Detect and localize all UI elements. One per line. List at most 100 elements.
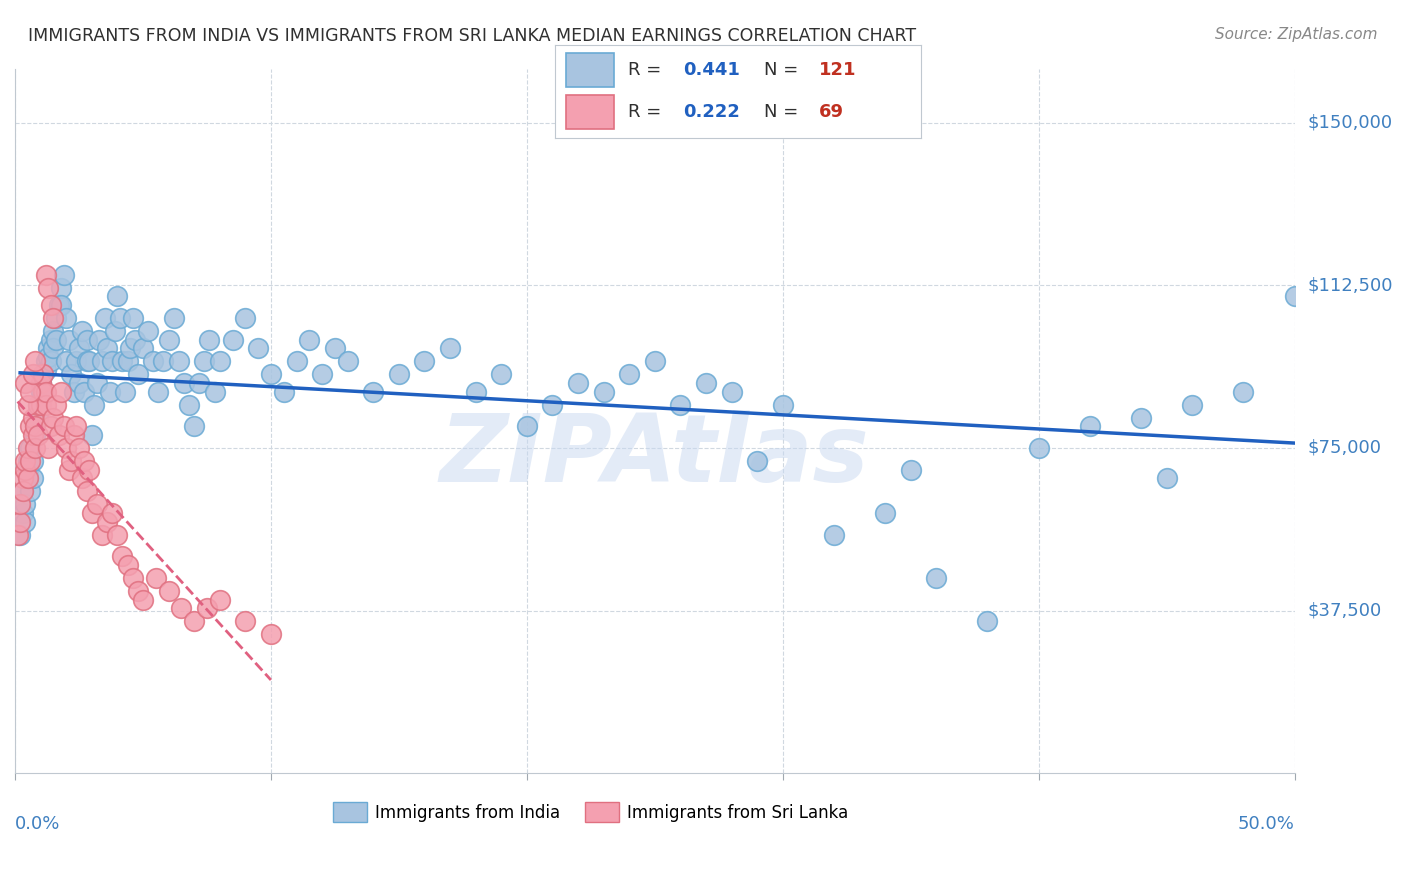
Point xyxy=(58,463,80,477)
Point xyxy=(875,506,897,520)
Point xyxy=(117,558,139,572)
Point xyxy=(67,376,90,390)
Point xyxy=(77,354,100,368)
Point xyxy=(361,384,384,399)
Point xyxy=(193,354,215,368)
Point xyxy=(52,268,75,282)
Point xyxy=(76,354,98,368)
Point xyxy=(8,497,31,511)
Point xyxy=(1028,441,1050,455)
Point xyxy=(669,398,692,412)
Point xyxy=(86,497,108,511)
Point xyxy=(39,419,62,434)
Point xyxy=(14,497,37,511)
Point xyxy=(273,384,295,399)
Text: Source: ZipAtlas.com: Source: ZipAtlas.com xyxy=(1215,27,1378,42)
Point xyxy=(27,428,49,442)
Point xyxy=(70,471,93,485)
Point xyxy=(17,398,39,412)
Point xyxy=(188,376,211,390)
Point xyxy=(823,527,845,541)
Point xyxy=(925,571,948,585)
Text: $75,000: $75,000 xyxy=(1308,439,1382,457)
Point xyxy=(132,592,155,607)
Point xyxy=(323,341,346,355)
Point xyxy=(24,428,46,442)
Point xyxy=(67,441,90,455)
Point xyxy=(1156,471,1178,485)
Point xyxy=(11,484,34,499)
Point xyxy=(55,310,77,325)
Point xyxy=(167,354,190,368)
Point xyxy=(20,419,42,434)
Point xyxy=(204,384,226,399)
Point xyxy=(491,368,513,382)
Point xyxy=(121,310,143,325)
Point xyxy=(1232,384,1254,399)
Point xyxy=(111,354,134,368)
Point xyxy=(17,454,39,468)
Point xyxy=(14,463,37,477)
Point xyxy=(1130,410,1153,425)
Point xyxy=(298,333,321,347)
Point xyxy=(152,354,174,368)
Point xyxy=(120,341,142,355)
Point xyxy=(11,471,34,485)
Point xyxy=(14,515,37,529)
Bar xyxy=(567,53,614,87)
Point xyxy=(285,354,308,368)
Point xyxy=(70,324,93,338)
Text: 69: 69 xyxy=(818,103,844,121)
Point xyxy=(32,368,55,382)
Text: ZIPAtlas: ZIPAtlas xyxy=(440,410,870,502)
Point xyxy=(14,376,37,390)
Point xyxy=(98,384,121,399)
Point xyxy=(27,398,49,412)
Point xyxy=(1181,398,1204,412)
Point xyxy=(20,441,42,455)
Point xyxy=(208,592,231,607)
Point xyxy=(592,384,614,399)
Point xyxy=(37,341,59,355)
Point xyxy=(83,398,105,412)
Point xyxy=(24,419,46,434)
Point xyxy=(127,584,149,599)
Point xyxy=(24,354,46,368)
Text: 0.0%: 0.0% xyxy=(15,815,60,833)
Point xyxy=(24,419,46,434)
Point xyxy=(35,268,58,282)
Point xyxy=(747,454,769,468)
Point xyxy=(101,354,124,368)
Point xyxy=(21,428,44,442)
Point xyxy=(142,354,165,368)
Point xyxy=(233,310,256,325)
Point xyxy=(45,333,67,347)
Point xyxy=(42,410,65,425)
Point xyxy=(221,333,243,347)
Point xyxy=(260,627,283,641)
Point xyxy=(45,310,67,325)
Point xyxy=(173,376,195,390)
Point xyxy=(104,324,127,338)
Bar xyxy=(567,95,614,129)
Point xyxy=(1078,419,1101,434)
Point xyxy=(17,441,39,455)
Point xyxy=(11,484,34,499)
Point xyxy=(121,571,143,585)
Point xyxy=(49,298,72,312)
Point xyxy=(52,419,75,434)
Point xyxy=(163,310,186,325)
Point xyxy=(20,384,42,399)
Point xyxy=(311,368,333,382)
Point xyxy=(8,515,31,529)
Point xyxy=(11,506,34,520)
Point xyxy=(20,454,42,468)
Point xyxy=(208,354,231,368)
Point xyxy=(21,471,44,485)
Point xyxy=(65,354,87,368)
Point xyxy=(198,333,221,347)
Point xyxy=(89,333,111,347)
Point xyxy=(247,341,270,355)
Point xyxy=(63,428,86,442)
Text: R =: R = xyxy=(628,103,668,121)
